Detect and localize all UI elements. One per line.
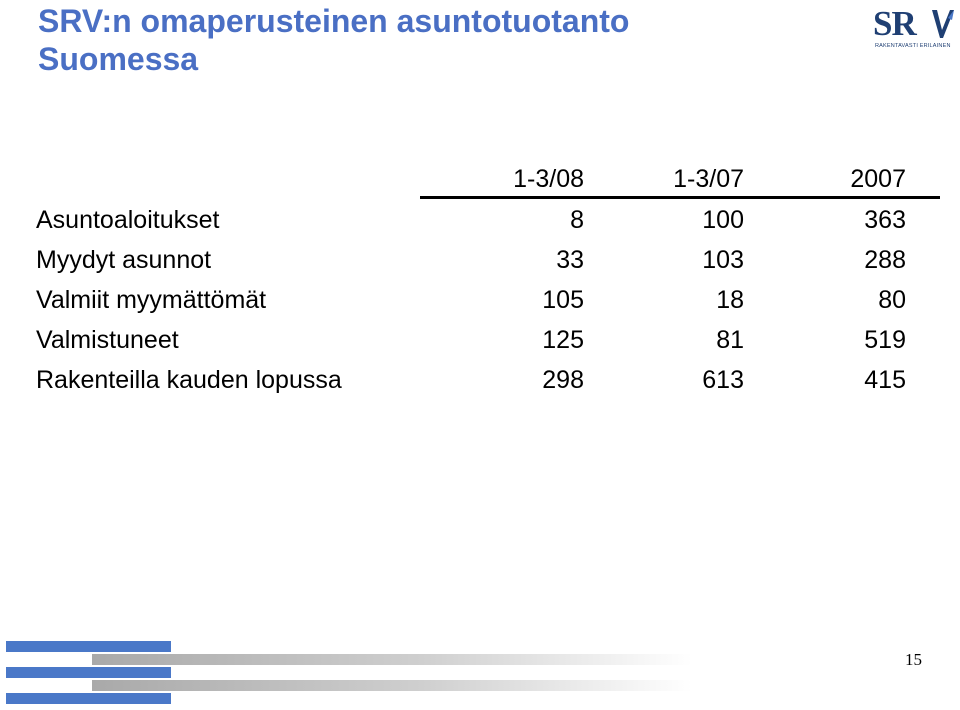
cell-2007: 519 bbox=[864, 326, 906, 354]
table-row: Valmistuneet 125 81 519 bbox=[36, 320, 940, 360]
footer-stripe-blue bbox=[6, 693, 171, 704]
footer-stripe-blue bbox=[6, 641, 171, 652]
slide-title-line-2: Suomessa bbox=[38, 41, 199, 77]
srv-logo-letters: SR bbox=[873, 4, 917, 43]
cell-q1-08: 105 bbox=[542, 286, 584, 314]
table-row: Asuntoaloitukset 8 100 363 bbox=[36, 200, 940, 240]
table-row: Rakenteilla kauden lopussa 298 613 415 bbox=[36, 360, 940, 400]
table-header-row: 1-3/08 1-3/07 2007 bbox=[36, 160, 940, 200]
cell-q1-08: 298 bbox=[542, 366, 584, 394]
cell-2007: 415 bbox=[864, 366, 906, 394]
table-row: Myydyt asunnot 33 103 288 bbox=[36, 240, 940, 280]
footer-stripes-decoration bbox=[0, 640, 700, 710]
row-label: Rakenteilla kauden lopussa bbox=[36, 366, 342, 394]
cell-2007: 363 bbox=[864, 206, 906, 234]
column-header-q1-08: 1-3/08 bbox=[513, 165, 584, 193]
page-number: 15 bbox=[905, 650, 922, 669]
footer-stripe-grey bbox=[92, 680, 692, 691]
cell-q1-07: 18 bbox=[716, 286, 744, 314]
cell-q1-08: 33 bbox=[556, 246, 584, 274]
column-header-q1-07: 1-3/07 bbox=[673, 165, 744, 193]
table-header-rule bbox=[420, 196, 940, 199]
cell-q1-07: 100 bbox=[702, 206, 744, 234]
cell-2007: 288 bbox=[864, 246, 906, 274]
cell-2007: 80 bbox=[878, 286, 906, 314]
slide-title: SRV:n omaperusteinen asuntotuotanto Suom… bbox=[38, 2, 838, 78]
row-label: Asuntoaloitukset bbox=[36, 206, 220, 234]
footer-stripe-grey bbox=[92, 654, 692, 665]
cell-q1-07: 81 bbox=[716, 326, 744, 354]
row-label: Valmistuneet bbox=[36, 326, 179, 354]
cell-q1-08: 8 bbox=[570, 206, 584, 234]
housing-stats-table: 1-3/08 1-3/07 2007 Asuntoaloitukset 8 10… bbox=[36, 160, 940, 400]
table-row: Valmiit myymättömät 105 18 80 bbox=[36, 280, 940, 320]
slide-title-line-1: SRV:n omaperusteinen asuntotuotanto bbox=[38, 3, 630, 39]
cell-q1-07: 613 bbox=[702, 366, 744, 394]
footer-stripe-blue bbox=[6, 667, 171, 678]
cell-q1-07: 103 bbox=[702, 246, 744, 274]
row-label: Valmiit myymättömät bbox=[36, 286, 267, 314]
srv-logo: SR RAKENTAVASTI ERILAINEN bbox=[873, 6, 955, 52]
column-header-2007: 2007 bbox=[850, 165, 906, 193]
row-label: Myydyt asunnot bbox=[36, 246, 212, 274]
srv-logo-tagline: RAKENTAVASTI ERILAINEN bbox=[875, 43, 951, 49]
cell-q1-08: 125 bbox=[542, 326, 584, 354]
logo-v-check-icon bbox=[932, 10, 954, 38]
